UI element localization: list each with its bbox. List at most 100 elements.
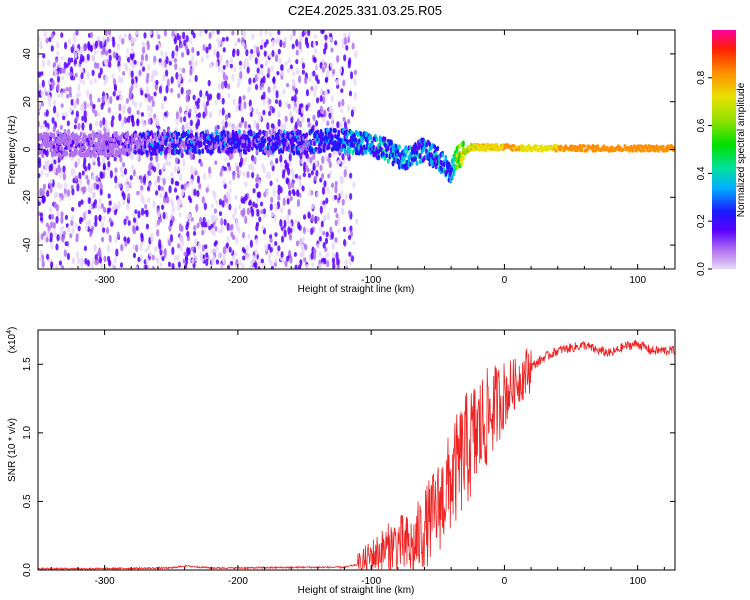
spectrogram-signal-cell	[199, 142, 203, 148]
spectrogram-noise-cell	[203, 172, 207, 181]
spectrogram-noise-cell	[147, 93, 151, 102]
spectrogram-noise-cell	[62, 230, 66, 236]
x-tick-label: 100	[629, 275, 646, 286]
spectrogram-noise-cell	[214, 160, 218, 165]
spectrogram-noise-cell	[217, 38, 221, 47]
spectrogram-noise-cell	[305, 263, 309, 269]
spectrogram-noise-cell	[269, 203, 273, 211]
spectrogram-noise-cell	[306, 227, 310, 233]
spectrogram-noise-cell	[148, 112, 152, 118]
spectrogram-noise-cell	[55, 110, 60, 119]
spectrogram-noise-cell	[60, 56, 64, 61]
figure-title: C2E4.2025.331.03.25.R05	[288, 3, 442, 18]
x-tick-label: 0	[502, 576, 508, 587]
spectrogram-noise-cell	[176, 254, 180, 261]
spectrogram-noise-cell	[45, 236, 49, 243]
spectrogram-noise-cell	[131, 164, 135, 172]
spectrogram-signal-cell	[167, 148, 171, 154]
spectrogram-noise-cell	[256, 173, 260, 182]
spectrogram-noise-cell	[331, 150, 336, 157]
spectrogram-noise-cell	[108, 61, 112, 68]
spectrogram-noise-cell	[256, 122, 260, 131]
spectrogram-noise-cell	[249, 111, 253, 118]
spectrogram-noise-cell	[228, 153, 232, 161]
spectrogram-noise-cell	[146, 244, 151, 251]
spectrogram-noise-cell	[231, 254, 236, 262]
spectrogram-noise-cell	[344, 193, 348, 200]
spectrogram-noise-cell	[205, 258, 209, 267]
spectrogram-noise-cell	[126, 237, 131, 244]
spectrogram-noise-cell	[146, 197, 151, 204]
spectrogram-noise-cell	[38, 101, 41, 110]
spectrogram-noise-cell	[53, 159, 57, 165]
spectrogram-noise-cell	[140, 207, 145, 216]
spectrogram-noise-cell	[145, 174, 149, 180]
spectrogram-noise-cell	[84, 59, 88, 65]
spectrogram-noise-cell	[208, 93, 213, 101]
spectrogram-signal-cell	[238, 132, 241, 138]
spectrogram-noise-cell	[209, 111, 213, 119]
spectrogram-noise-cell	[154, 69, 158, 77]
spectrogram-noise-cell	[287, 208, 291, 216]
spectrogram-noise-cell	[52, 165, 57, 174]
spectrogram-noise-cell	[177, 74, 182, 83]
spectrogram-noise-cell	[42, 53, 46, 59]
spectrogram-noise-cell	[156, 162, 160, 170]
spectrogram-noise-cell	[350, 255, 355, 262]
spectrogram-signal-cell	[65, 150, 69, 156]
spectrogram-noise-cell	[289, 111, 293, 119]
spectrogram-noise-cell	[116, 231, 120, 239]
spectrogram-noise-cell	[212, 228, 216, 237]
spectrogram-noise-cell	[77, 225, 81, 232]
spectrogram-noise-cell	[328, 170, 333, 175]
spectrogram-signal-cell	[442, 161, 446, 167]
spectrogram-noise-cell	[153, 91, 157, 97]
spectrogram-noise-cell	[228, 246, 232, 253]
spectrogram-noise-cell	[256, 197, 260, 203]
spectrogram-noise-cell	[146, 72, 150, 79]
spectrogram-noise-cell	[347, 210, 352, 216]
spectrogram-noise-cell	[241, 231, 246, 239]
spectrogram-noise-cell	[89, 93, 93, 102]
spectrogram-noise-cell	[67, 38, 72, 45]
spectrogram-noise-cell	[196, 175, 201, 184]
spectrogram-noise-cell	[51, 117, 55, 124]
spectrogram-noise-cell	[251, 33, 255, 41]
spectrogram-noise-cell	[322, 242, 326, 249]
spectrogram-noise-cell	[323, 203, 327, 210]
spectrogram-noise-cell	[243, 120, 248, 130]
spectrogram-noise-cell	[254, 248, 258, 257]
spectrogram-noise-cell	[178, 212, 182, 218]
spectrogram-noise-cell	[136, 154, 140, 162]
spectrogram-noise-cell	[353, 92, 357, 101]
spectrogram-noise-cell	[313, 248, 317, 255]
spectrogram-noise-cell	[173, 57, 178, 63]
spectrogram-noise-cell	[86, 71, 90, 80]
snr-x-ticks: -300 -200 -100 0 100	[50, 330, 665, 587]
spectrogram-noise-cell	[94, 219, 98, 228]
spectrogram-noise-cell	[49, 221, 54, 229]
spectrogram-noise-cell	[158, 85, 163, 94]
spectrogram-noise-cell	[310, 170, 314, 176]
spectrogram-noise-cell	[100, 172, 104, 180]
spectrogram-noise-cell	[343, 32, 347, 38]
spectrogram-noise-cell	[347, 31, 352, 38]
spectrogram-noise-cell	[238, 122, 242, 128]
spectrogram-noise-cell	[91, 157, 96, 163]
spectrogram-noise-cell	[343, 121, 348, 130]
spectrogram-noise-cell	[310, 86, 314, 91]
spectrogram-noise-cell	[62, 172, 67, 181]
spectrogram-noise-cell	[108, 54, 112, 62]
spectrogram-noise-cell	[294, 88, 298, 95]
spectrogram-noise-cell	[81, 122, 85, 131]
spectrogram-noise-cell	[299, 251, 303, 259]
spectrogram-noise-cell	[181, 124, 185, 132]
spectrogram-noise-cell	[135, 30, 139, 35]
spectrogram-noise-cell	[65, 93, 70, 99]
spectrogram-noise-cell	[147, 118, 151, 125]
spectrogram-noise-cell	[210, 248, 214, 255]
spectrogram-noise-cell	[292, 226, 296, 232]
spectrogram-signal-cell	[39, 144, 43, 150]
spectrogram-noise-cell	[290, 167, 294, 176]
spectrogram-noise-cell	[205, 46, 209, 54]
